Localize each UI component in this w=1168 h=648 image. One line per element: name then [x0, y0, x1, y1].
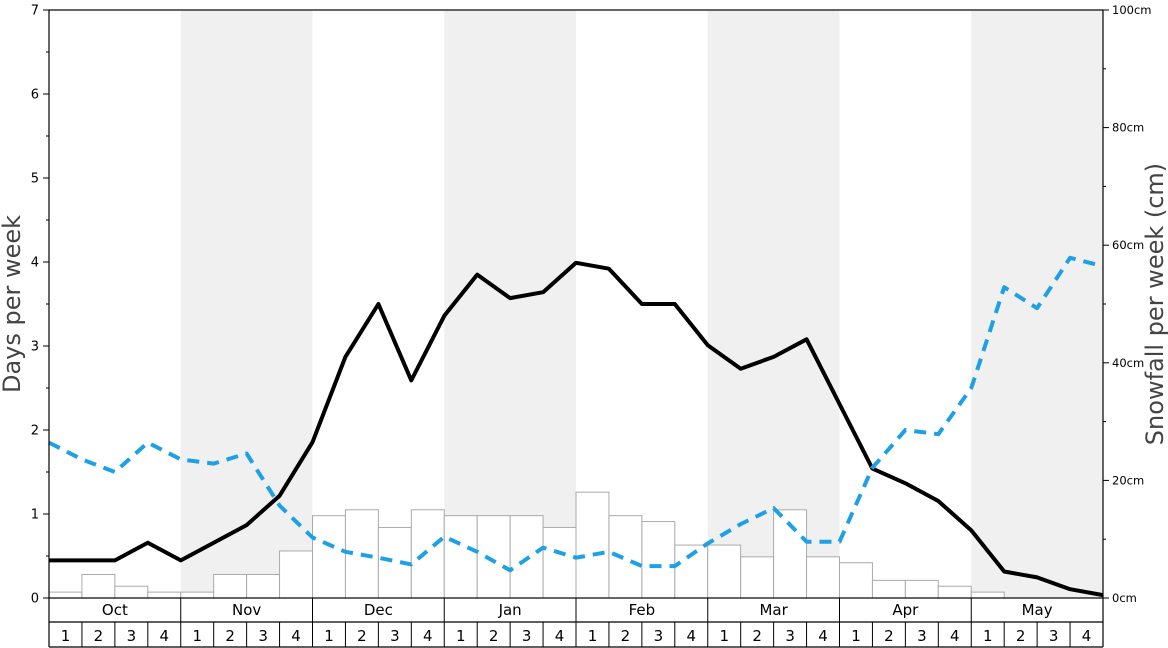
month-label-jan: Jan	[498, 601, 522, 619]
week-label: 1	[588, 627, 598, 645]
week-label: 1	[983, 627, 993, 645]
week-label: 1	[324, 627, 334, 645]
month-band-mar	[707, 10, 840, 598]
left-axis: 0 1 2 3 4 5 6 7	[31, 4, 49, 607]
bar-week-29	[970, 591, 1005, 599]
month-label-mar: Mar	[759, 601, 788, 619]
week-label: 4	[160, 627, 170, 645]
bar-week-9	[312, 515, 346, 599]
left-tick-label: 0	[31, 592, 39, 607]
month-label-dec: Dec	[364, 601, 393, 619]
week-label: 3	[127, 627, 137, 645]
week-label: 3	[258, 627, 268, 645]
left-tick-label: 1	[31, 508, 39, 523]
month-label-oct: Oct	[102, 601, 128, 619]
bar-week-16	[542, 526, 577, 599]
bar-week-6	[213, 573, 248, 599]
week-label: 1	[61, 627, 71, 645]
bar-week-3	[114, 585, 149, 599]
month-band-nov	[180, 10, 313, 598]
month-shading-bands	[180, 10, 1103, 598]
week-label: 4	[818, 627, 828, 645]
left-tick-label: 5	[31, 172, 39, 187]
week-label: 2	[884, 627, 894, 645]
month-week-axis: Oct 1 2 3 4 Nov 1 2 3 4 Dec 1 2 3 4 Jan 1 2 3 4 Feb 1 2 3 4 Mar 1 2…	[48, 598, 1104, 648]
right-tick-label: 100cm	[1112, 3, 1151, 17]
right-tick-label: 20cm	[1112, 473, 1144, 487]
week-label: 2	[1016, 627, 1026, 645]
month-label-apr: Apr	[892, 601, 919, 619]
bar-week-5	[180, 591, 215, 599]
snowfall-solid-line	[49, 260, 1104, 598]
bar-week-19	[641, 521, 676, 599]
right-axis-title: Snowfall per week (cm)	[1141, 163, 1168, 445]
bar-week-1	[48, 591, 83, 599]
right-tick-label: 0cm	[1112, 591, 1137, 605]
bar-week-24	[806, 556, 840, 599]
left-tick-label: 3	[31, 340, 39, 355]
month-label-may: May	[1022, 601, 1053, 619]
week-label: 1	[192, 627, 202, 645]
week-label: 4	[687, 627, 697, 645]
left-axis-title: Days per week	[0, 215, 26, 393]
week-label: 4	[1082, 627, 1092, 645]
week-label: 3	[390, 627, 400, 645]
month-label-nov: Nov	[232, 601, 261, 619]
bar-week-27	[904, 579, 939, 599]
right-tick-label: 40cm	[1112, 356, 1144, 370]
bar-week-12	[410, 509, 445, 599]
week-label: 3	[654, 627, 664, 645]
bar-week-18	[608, 515, 643, 599]
right-axis: 0cm 20cm 40cm 60cm 80cm 100cm	[1103, 3, 1151, 605]
bar-week-22	[740, 556, 775, 599]
week-label: 4	[950, 627, 960, 645]
week-label: 2	[752, 627, 762, 645]
week-label: 2	[489, 627, 499, 645]
week-label: 2	[94, 627, 104, 645]
left-tick-label: 6	[31, 88, 39, 103]
bar-week-14	[476, 515, 511, 599]
week-label: 2	[225, 627, 235, 645]
month-band-may	[971, 10, 1103, 598]
bar-week-21	[707, 544, 742, 599]
bar-week-7	[246, 573, 281, 599]
bar-week-25	[839, 562, 873, 599]
left-tick-label: 7	[31, 4, 39, 19]
week-label: 4	[555, 627, 565, 645]
bar-week-26	[871, 579, 906, 599]
bar-week-17	[575, 491, 610, 599]
week-label: 4	[291, 627, 301, 645]
bar-week-13	[443, 515, 478, 599]
week-label: 1	[719, 627, 729, 645]
left-tick-label: 2	[31, 424, 39, 439]
month-label-feb: Feb	[629, 601, 656, 619]
week-label: 3	[522, 627, 532, 645]
week-label: 1	[851, 627, 861, 645]
bar-week-4	[147, 591, 182, 599]
week-label: 3	[785, 627, 795, 645]
bar-week-8	[279, 550, 313, 599]
week-label: 3	[1049, 627, 1059, 645]
right-tick-label: 80cm	[1112, 121, 1144, 135]
right-tick-label: 60cm	[1112, 238, 1144, 252]
week-label: 3	[917, 627, 927, 645]
bar-week-28	[937, 585, 972, 599]
series-lines	[48, 255, 1104, 598]
left-tick-label: 4	[31, 256, 39, 271]
week-label: 2	[357, 627, 367, 645]
month-band-jan	[444, 10, 576, 598]
snow-days-dashed-line	[48, 255, 1104, 573]
week-label: 4	[423, 627, 433, 645]
week-label: 1	[456, 627, 466, 645]
bar-week-2	[81, 573, 116, 599]
week-label: 2	[621, 627, 631, 645]
